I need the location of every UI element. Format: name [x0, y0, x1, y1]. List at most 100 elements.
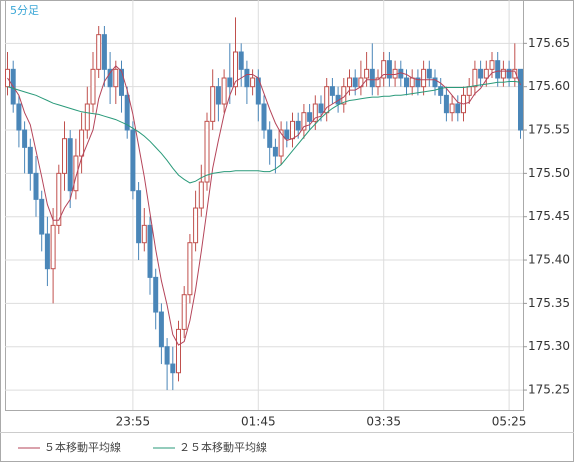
candle-body [432, 77, 438, 88]
candle-body [136, 190, 142, 244]
candle-body [176, 328, 181, 374]
candle-body [210, 86, 216, 122]
y-tick-label: 175.65 [528, 36, 570, 50]
candle-body [500, 68, 506, 79]
candle-body [290, 120, 295, 140]
candle-body [386, 60, 392, 79]
candle-body [307, 112, 313, 122]
plot-area [5, 0, 524, 411]
candle-body [506, 68, 512, 79]
candle-body [79, 129, 85, 157]
candle-body [352, 77, 358, 88]
candle-body [329, 86, 335, 96]
candle-body [221, 77, 227, 105]
candle-body [130, 129, 136, 192]
candle-body [295, 120, 301, 131]
candle-body [56, 172, 62, 226]
y-tick-label: 175.40 [528, 253, 570, 267]
candle-body [33, 172, 39, 200]
candle-body [409, 77, 415, 88]
candle-body [404, 77, 409, 88]
candle-body [375, 77, 381, 88]
candle-body [369, 68, 375, 88]
candle-body [272, 146, 278, 157]
candle-body [415, 77, 421, 88]
candle-body [181, 294, 187, 330]
y-tick-label: 175.45 [528, 209, 570, 223]
candle-body [73, 155, 79, 192]
candle-body [124, 94, 130, 131]
chart-title: 5分足 [10, 4, 39, 17]
candle-body [67, 138, 73, 192]
candle-body [113, 68, 119, 88]
y-tick-label: 175.55 [528, 123, 570, 137]
candle-body [455, 103, 461, 114]
y-tick-label: 175.30 [528, 339, 570, 353]
candle-body [233, 51, 238, 88]
candle-body [227, 77, 233, 88]
candle-body [16, 103, 22, 131]
candle-body [187, 242, 193, 296]
candle-body [39, 198, 45, 235]
candle-body [449, 103, 455, 114]
candle-body [267, 129, 273, 148]
candle-body [50, 224, 56, 270]
legend-label: ２５本移動平均線 [179, 440, 267, 454]
y-tick-label: 175.60 [528, 79, 570, 93]
candle-body [472, 68, 478, 88]
candle-body [193, 207, 199, 244]
candle-body [158, 311, 164, 348]
candle-body [147, 224, 153, 278]
candle-body [483, 68, 489, 79]
y-tick-label: 175.25 [528, 383, 570, 397]
candle-body [84, 103, 90, 131]
candle-body [478, 68, 484, 79]
candle-body [312, 103, 318, 122]
candle-body [261, 103, 267, 131]
candle-body [164, 346, 170, 365]
candle-body [44, 233, 50, 270]
candle-body [198, 181, 204, 209]
y-tick-label: 175.50 [528, 166, 570, 180]
x-tick-label: 03:35 [366, 415, 401, 429]
candle-body [22, 129, 28, 148]
candle-body [153, 276, 159, 313]
candle-body [62, 138, 67, 174]
candle-body [489, 60, 495, 70]
candle-body [96, 34, 102, 70]
candle-body [215, 86, 221, 105]
x-tick-label: 23:55 [116, 415, 151, 429]
candle-body [518, 68, 523, 131]
candle-body [238, 51, 244, 70]
marks [5, 17, 523, 391]
candle-body [347, 77, 352, 88]
x-tick-label: 01:45 [241, 415, 276, 429]
candle-body [318, 103, 324, 114]
candle-body [141, 224, 147, 244]
candle-body [381, 60, 387, 79]
candle-body [512, 68, 518, 79]
candle-body [466, 86, 472, 96]
candle-body [27, 146, 33, 174]
candle-body [426, 68, 432, 79]
candle-body [204, 120, 210, 183]
candle-body [438, 86, 444, 96]
candle-body [250, 77, 256, 88]
candle-body [278, 129, 284, 157]
candle-body [170, 363, 176, 374]
x-tick-label: 05:25 [492, 415, 527, 429]
candle-body [101, 34, 107, 70]
legend-label: ５本移動平均線 [44, 440, 121, 454]
candle-body [301, 112, 307, 131]
candle-body [495, 60, 501, 79]
candle-body [119, 68, 124, 96]
candle-body [284, 129, 290, 140]
ma-line [7, 81, 521, 184]
y-tick-label: 175.35 [528, 296, 570, 310]
candle-body [364, 68, 370, 79]
candle-body [244, 68, 250, 88]
candle-body [107, 68, 113, 88]
candle-body [90, 68, 96, 105]
candle-body [421, 68, 427, 88]
